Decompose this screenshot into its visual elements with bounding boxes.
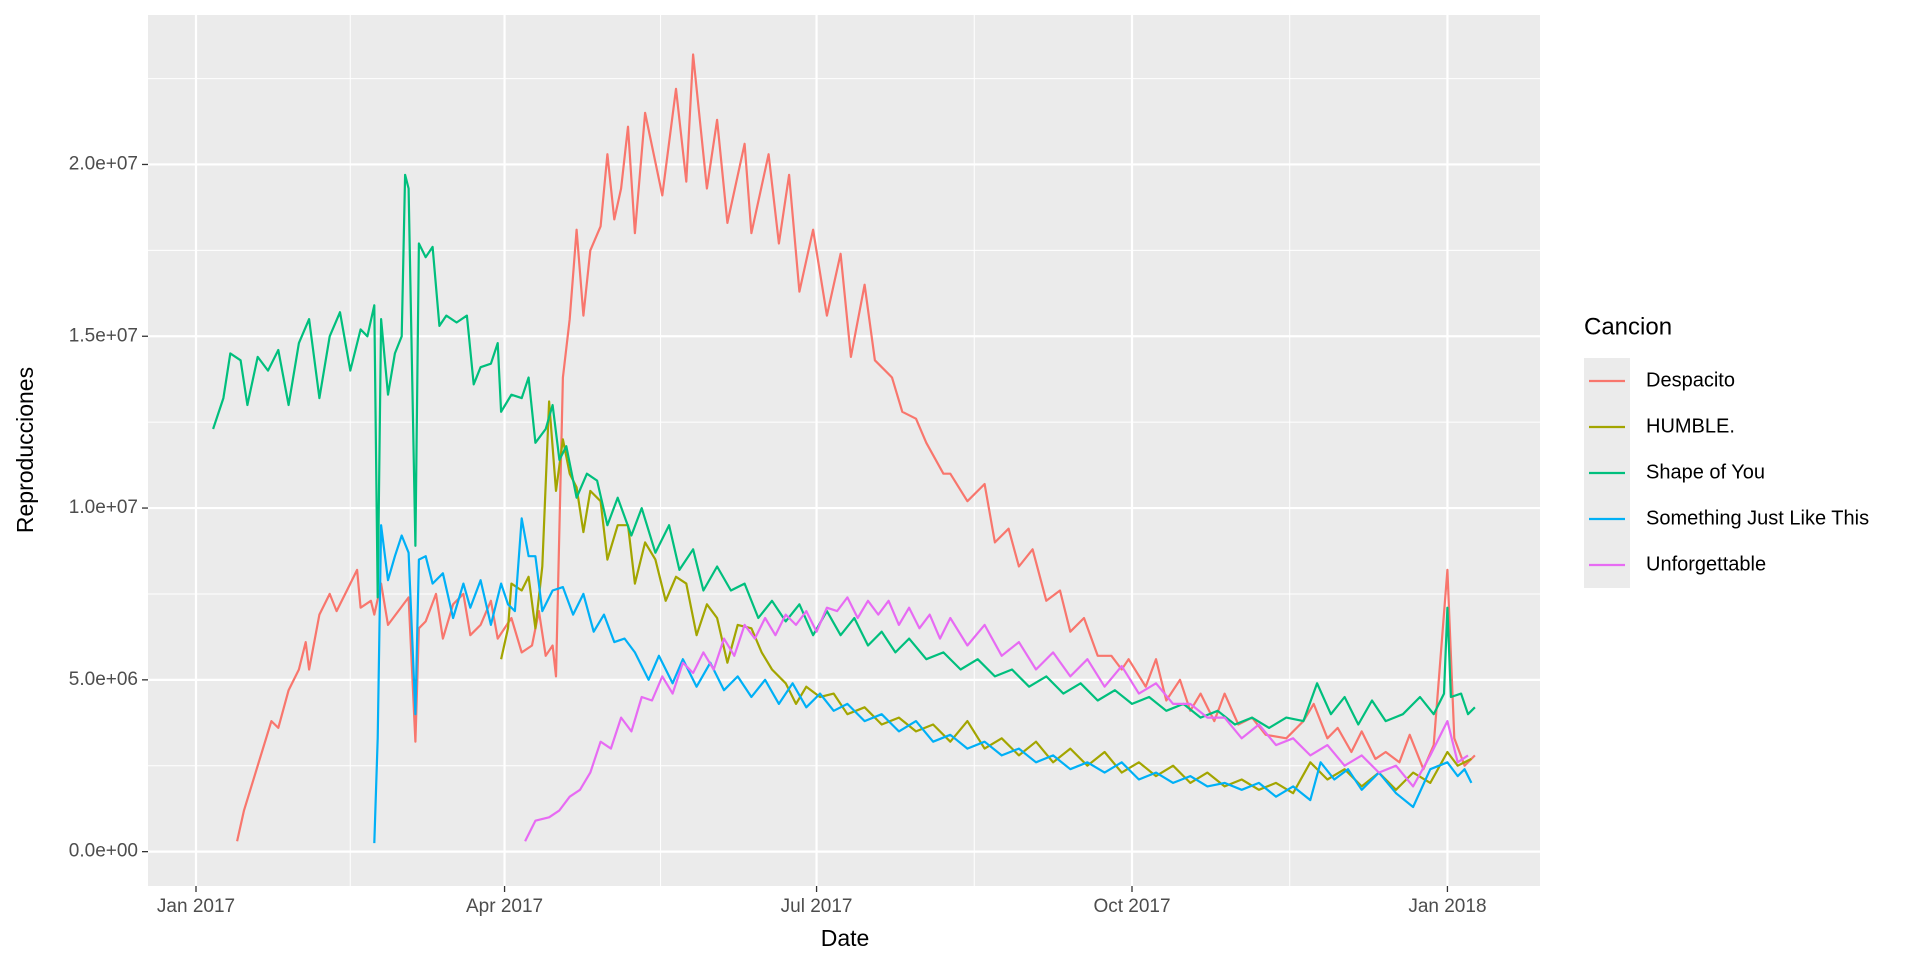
legend-label: Shape of You	[1646, 461, 1765, 483]
x-tick-label: Jul 2017	[781, 896, 853, 917]
y-axis-title: Reproducciones	[12, 367, 38, 533]
legend-label: Something Just Like This	[1646, 507, 1869, 529]
y-tick-label: 0.0e+00	[69, 841, 138, 862]
x-tick-label: Oct 2017	[1093, 896, 1170, 917]
x-axis-title: Date	[821, 925, 870, 951]
y-tick-label: 2.0e+07	[69, 153, 138, 174]
series-line	[524, 596, 1469, 842]
legend-label: Despacito	[1646, 369, 1735, 391]
legend-title: Cancion	[1584, 313, 1672, 340]
panel	[148, 15, 1540, 886]
legend-label: HUMBLE.	[1646, 415, 1735, 437]
series-line	[500, 400, 1472, 795]
series-line	[373, 517, 1473, 844]
x-tick-label: Apr 2017	[466, 896, 543, 917]
x-tick-label: Jan 2017	[157, 896, 235, 917]
y-tick-label: 5.0e+06	[69, 669, 138, 690]
y-tick-label: 1.0e+07	[69, 497, 138, 518]
legend-label: Unforgettable	[1646, 553, 1766, 575]
y-tick-label: 1.5e+07	[69, 325, 138, 346]
x-tick-label: Jan 2018	[1408, 896, 1486, 917]
series-line	[212, 173, 1476, 729]
series-line	[236, 53, 1476, 842]
